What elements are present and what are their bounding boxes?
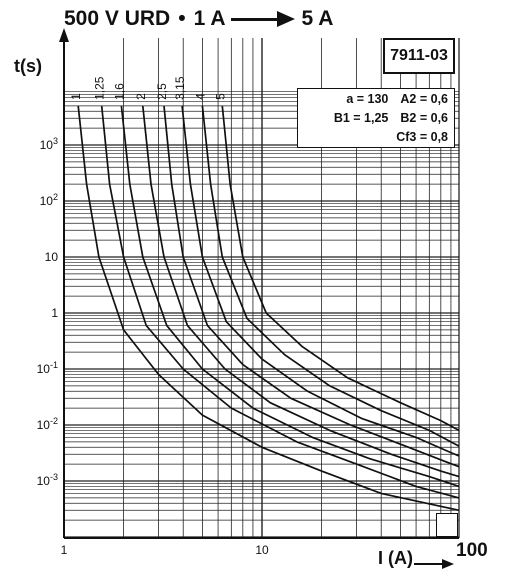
curve-label: 5 [213, 93, 227, 100]
curve-label: 4 [193, 93, 207, 100]
y-axis-arrow-icon [59, 28, 69, 42]
x-tick-label-100: 100 [456, 540, 488, 561]
title-range-end: 5 A [301, 7, 334, 30]
curve-label: 2,5 [155, 83, 169, 100]
parameter-row: B1 = 1,25 B2 = 0,6 [304, 109, 448, 128]
curve-label: 1,25 [93, 76, 107, 100]
y-tick-label: 10-2 [37, 416, 58, 432]
parameter-a2: A2 = 0,6 [400, 92, 448, 106]
corner-box [436, 513, 458, 537]
parameter-b1: B1 = 1,25 [333, 111, 389, 125]
parameter-row: Cf3 = 0,8 [304, 128, 448, 147]
y-axis-label: t(s) [14, 56, 42, 76]
parameter-a: a = 130 [346, 92, 389, 106]
y-tick-label: 10-1 [37, 360, 58, 376]
curve-3-15 [181, 105, 460, 457]
y-tick-label: 1 [51, 306, 58, 320]
chart-title: 500 V URD • 1 A 5 A [64, 4, 504, 34]
curve-label: 2 [134, 93, 148, 100]
curve-1-25 [100, 105, 460, 499]
parameter-row: a = 130 A2 = 0,6 [304, 90, 448, 109]
x-axis-arrow-icon [414, 558, 454, 570]
curve-label: 1,6 [112, 83, 126, 100]
curve-2-5 [163, 105, 460, 468]
curve-5 [221, 105, 460, 432]
y-tick-label: 103 [40, 136, 58, 152]
curve-label: 1 [69, 93, 83, 100]
parameter-cf3: Cf3 = 0,8 [396, 130, 448, 144]
y-tick-label: 10 [45, 250, 59, 264]
y-tick-label: 102 [40, 192, 58, 208]
curve-2 [141, 105, 460, 478]
title-arrow-icon [231, 8, 296, 30]
title-range-start: 1 A [193, 7, 226, 30]
x-tick-label: 1 [61, 543, 68, 557]
x-tick-label: 10 [255, 543, 269, 557]
curve-label: 3,15 [173, 76, 187, 100]
curve-4 [201, 105, 460, 447]
title-series-name: 500 V URD [64, 7, 171, 30]
chart-curves [77, 105, 460, 512]
x-axis-label: I (A) [378, 548, 413, 568]
chart-curve-labels: 1 1,25 1,6 2 2,5 3,15 4 5 [69, 76, 227, 100]
parameter-box: a = 130 A2 = 0,6 B1 = 1,25 B2 = 0,6 Cf3 … [297, 88, 455, 148]
title-bullet: • [178, 7, 186, 30]
y-tick-label: 10-3 [37, 472, 58, 488]
chart-code-box: 7911-03 [383, 38, 455, 74]
curve-1-6 [120, 105, 460, 488]
chart-axes [59, 28, 460, 539]
curve-1 [77, 105, 460, 512]
parameter-b2: B2 = 0,6 [400, 111, 448, 125]
